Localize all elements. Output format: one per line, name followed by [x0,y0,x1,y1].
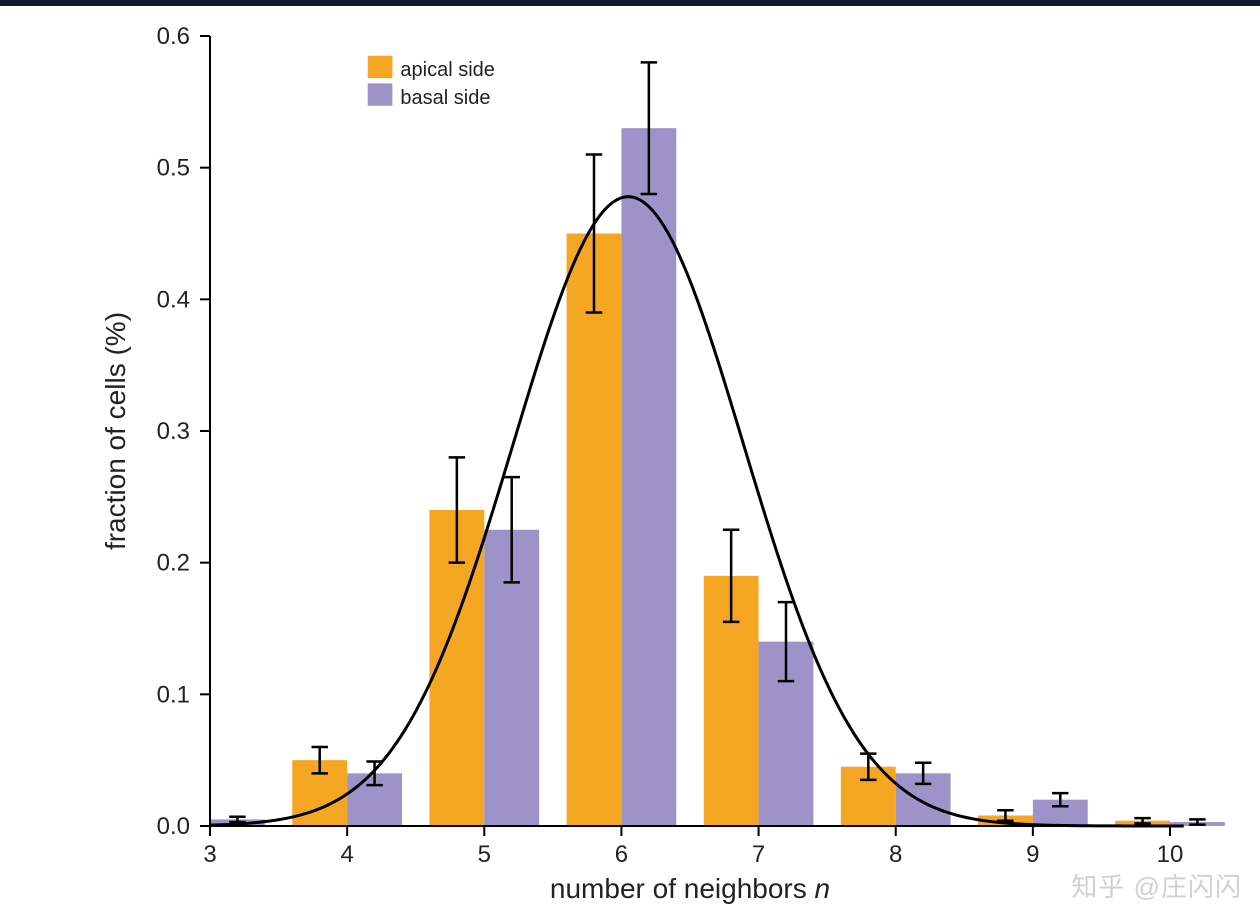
y-tick-label: 0.3 [157,418,190,445]
y-tick-label: 0.0 [157,813,190,840]
y-tick-label: 0.2 [157,550,190,577]
chart-container: 3 4 5 6 7 8 9 10 0.0 0.1 0.2 0.3 0.4 0.5 0.6 number of … [0,0,1260,922]
x-tick-label: 5 [478,841,491,868]
y-axis-label: fraction of cells (%) [100,312,131,550]
y-tick-label: 0.4 [157,286,190,313]
bar-apical-side-6 [567,234,622,827]
y-tick-label: 0.6 [157,23,190,50]
x-axis-label: number of neighbors n [550,873,830,904]
x-tick-label: 10 [1157,841,1184,868]
y-tick-label: 0.1 [157,681,190,708]
x-tick-label: 8 [889,841,902,868]
y-tick-label: 0.5 [157,155,190,182]
x-tick-label: 9 [1026,841,1039,868]
chart-svg: 3 4 5 6 7 8 9 10 0.0 0.1 0.2 0.3 0.4 0.5 0.6 number of … [0,6,1260,916]
legend-label: apical side [400,59,495,81]
error-bar [229,817,245,822]
x-tick-label: 4 [340,841,353,868]
x-tick-label: 7 [752,841,765,868]
x-tick-label: 3 [203,841,216,868]
fit-curve [210,197,1184,826]
legend-label: basal side [400,87,490,109]
legend-swatch [368,83,393,105]
error-bar [1134,818,1150,823]
x-tick-label: 6 [615,841,628,868]
legend-swatch [368,56,393,78]
